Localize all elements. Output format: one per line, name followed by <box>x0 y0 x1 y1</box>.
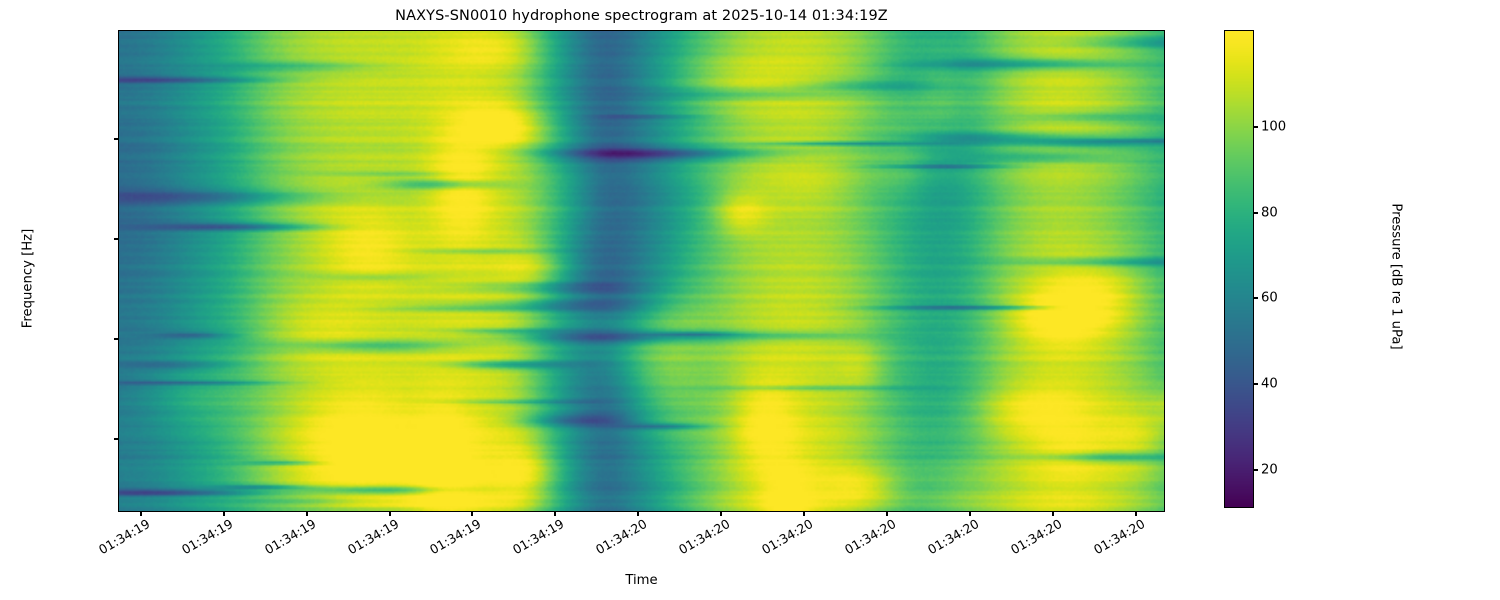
x-tick-label: 01:34:19 <box>262 516 319 558</box>
x-tick-label: 01:34:20 <box>1008 516 1065 558</box>
x-tick-label: 01:34:20 <box>925 516 982 558</box>
colorbar-tick-label: 80 <box>1261 205 1278 221</box>
colorbar-tick-mark <box>1254 383 1259 385</box>
x-tick-label: 01:34:19 <box>179 516 236 558</box>
x-tick-mark <box>886 512 888 517</box>
x-tick-mark <box>554 512 556 517</box>
x-tick-label: 01:34:20 <box>842 516 899 558</box>
colorbar-tick-mark <box>1254 469 1259 471</box>
x-tick-label: 01:34:19 <box>96 516 153 558</box>
x-tick-label: 01:34:20 <box>759 516 816 558</box>
x-tick-label: 01:34:20 <box>1091 516 1148 558</box>
colorbar-tick-mark <box>1254 212 1259 214</box>
colorbar-tick-label: 60 <box>1261 290 1278 306</box>
x-tick-mark <box>969 512 971 517</box>
spectrogram-plot-area[interactable] <box>118 30 1165 512</box>
x-tick-label: 01:34:20 <box>676 516 733 558</box>
x-tick-mark <box>803 512 805 517</box>
colorbar-tick-label: 40 <box>1261 376 1278 392</box>
x-tick-label: 01:34:19 <box>427 516 484 558</box>
colorbar-tick-label: 100 <box>1261 119 1287 135</box>
x-tick-mark <box>1052 512 1054 517</box>
x-tick-mark <box>306 512 308 517</box>
colorbar-tick-mark <box>1254 126 1259 128</box>
x-tick-label: 01:34:19 <box>510 516 567 558</box>
page-title: NAXYS-SN0010 hydrophone spectrogram at 2… <box>395 8 888 24</box>
x-tick-mark <box>389 512 391 517</box>
colorbar[interactable] <box>1224 30 1254 508</box>
x-axis-label: Time <box>625 573 658 588</box>
x-tick-mark <box>720 512 722 517</box>
colorbar-tick-mark <box>1254 297 1259 299</box>
x-tick-mark <box>140 512 142 517</box>
x-tick-label: 01:34:19 <box>345 516 402 558</box>
colorbar-tick-label: 20 <box>1261 462 1278 478</box>
x-tick-mark <box>637 512 639 517</box>
y-tick-mark <box>113 338 118 340</box>
y-tick-mark <box>113 138 118 140</box>
x-tick-label: 01:34:20 <box>593 516 650 558</box>
x-tick-mark <box>1135 512 1137 517</box>
colorbar-gradient <box>1225 31 1253 507</box>
y-tick-mark <box>113 238 118 240</box>
y-tick-mark <box>113 438 118 440</box>
y-axis: 10000200003000040000 <box>0 0 118 600</box>
colorbar-label: Pressure [dB re 1 uPa] <box>1388 203 1404 350</box>
x-tick-mark <box>223 512 225 517</box>
x-tick-mark <box>471 512 473 517</box>
spectrogram-image <box>119 31 1164 511</box>
